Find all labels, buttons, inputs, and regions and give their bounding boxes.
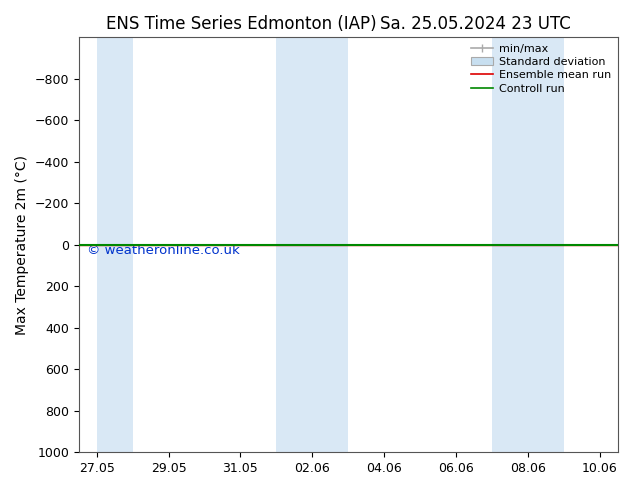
Bar [492, 37, 564, 452]
Legend: min/max, Standard deviation, Ensemble mean run, Controll run: min/max, Standard deviation, Ensemble me… [467, 39, 615, 98]
Y-axis label: Max Temperature 2m (°C): Max Temperature 2m (°C) [15, 155, 29, 335]
Bar [276, 37, 348, 452]
Text: © weatheronline.co.uk: © weatheronline.co.uk [87, 244, 240, 257]
Text: Sa. 25.05.2024 23 UTC: Sa. 25.05.2024 23 UTC [380, 15, 571, 33]
Text: ENS Time Series Edmonton (IAP): ENS Time Series Edmonton (IAP) [106, 15, 376, 33]
Bar [97, 37, 133, 452]
